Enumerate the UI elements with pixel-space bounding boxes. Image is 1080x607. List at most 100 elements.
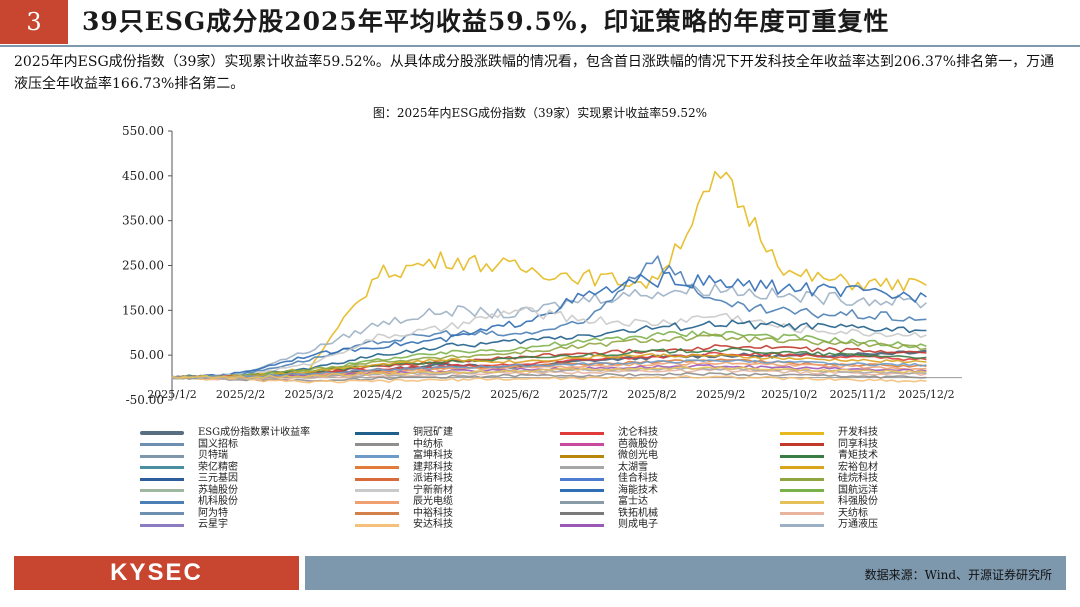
legend-label: 辰光电缆 (413, 496, 453, 507)
legend-label: 沈仑科技 (618, 427, 658, 438)
legend-item: 国航远洋 (780, 485, 878, 496)
legend-swatch (140, 443, 184, 446)
series-line (171, 366, 927, 380)
legend-swatch (780, 431, 824, 435)
x-tick-label: 2025/4/2 (353, 388, 402, 401)
legend-swatch (140, 512, 184, 515)
legend-item: 硅烷科技 (780, 474, 878, 484)
legend-label: 天纺标 (838, 507, 868, 519)
legend-label: 国义招标 (198, 438, 238, 450)
x-tick-label: 2025/10/2 (761, 388, 817, 401)
x-tick-label: 2025/5/2 (422, 388, 471, 401)
legend-swatch (140, 477, 184, 481)
legend-item: 富坤科技 (355, 451, 453, 461)
y-tick-label: 350.00 (122, 214, 164, 228)
header: 3 39只ESG成分股2025年平均收益59.5%，印证策略的年度可重复性 (0, 0, 1080, 44)
legend-swatch (560, 466, 604, 469)
legend-item: 宁新新材 (355, 484, 453, 496)
line-chart: 550.00 450.00 350.00 250.00 150.00 50.00 -50.0… (122, 124, 962, 407)
x-tick-label: 2025/1/2 (147, 388, 196, 401)
legend-label: 科强股份 (838, 496, 878, 507)
legend-swatch (140, 454, 184, 458)
legend-swatch (780, 512, 824, 515)
legend-item: 中纺标 (355, 438, 443, 450)
legend-swatch (560, 443, 604, 446)
y-tick-label: 50.00 (130, 348, 164, 362)
legend-item: 开发科技 (780, 428, 878, 438)
legend-item: 安达科技 (355, 520, 453, 530)
series-line (171, 271, 927, 380)
legend-swatch (560, 489, 604, 492)
series-line (171, 319, 927, 380)
description-text: 2025年内ESG成份指数（39家）实现累计收益率59.52%。从具体成分股涨跌… (14, 54, 1055, 92)
legend-label: 青矩技术 (838, 450, 878, 461)
legend-swatch (560, 500, 604, 504)
legend-label: 云星宇 (198, 519, 228, 530)
legend-item: 宏裕包材 (780, 462, 878, 473)
series-line (171, 255, 927, 379)
legend-swatch (355, 454, 399, 458)
legend-item: 科强股份 (780, 497, 878, 507)
legend-item: 天纺标 (780, 507, 868, 519)
legend-swatch (780, 500, 824, 504)
x-tick-label: 2025/8/2 (627, 388, 676, 401)
y-tick-label: 450.00 (122, 169, 164, 183)
legend-item: 中裕科技 (355, 507, 453, 519)
legend-label: 富士达 (618, 496, 648, 507)
legend-label: ESG成份指数累计收益率 (198, 427, 311, 438)
legend-swatch (355, 431, 399, 435)
legend-swatch (140, 523, 184, 527)
series-line (171, 306, 927, 380)
legend-label: 建邦科技 (413, 461, 453, 473)
legend-item: 辰光电缆 (355, 497, 453, 507)
legend-item: 荣亿精密 (140, 461, 238, 473)
legend-item: 机科股份 (140, 497, 238, 507)
x-tick-label: 2025/3/2 (284, 388, 333, 401)
legend-label: 铜冠矿建 (413, 427, 453, 438)
legend-swatch (355, 500, 399, 504)
y-tick-label: 250.00 (122, 259, 164, 273)
legend-label: 机科股份 (198, 496, 238, 507)
legend-swatch (560, 523, 604, 527)
legend-label: 荣亿精密 (198, 461, 238, 473)
legend-label: 中裕科技 (413, 507, 453, 519)
legend-swatch (140, 489, 184, 492)
legend-swatch (355, 477, 399, 481)
legend-swatch (140, 500, 184, 504)
x-tick-label: 2025/2/2 (216, 388, 265, 401)
legend-item: 派诺科技 (355, 474, 453, 484)
legend-swatch (140, 466, 184, 469)
series-line (172, 359, 927, 380)
legend-item: 沈仑科技 (560, 428, 658, 438)
legend-label: 宁新新材 (413, 484, 453, 496)
legend-item: 佳合科技 (560, 474, 658, 484)
legend-item: 建邦科技 (355, 461, 453, 473)
legend-item: 太湖雪 (560, 462, 648, 473)
page-title: 39只ESG成分股2025年平均收益59.5%，印证策略的年度可重复性 (82, 7, 890, 36)
legend-label: 派诺科技 (413, 473, 453, 484)
section-number-badge: 3 (0, 0, 68, 44)
legend-swatch (560, 454, 604, 458)
x-tick-label: 2025/12/2 (898, 388, 954, 401)
series-line (171, 170, 927, 380)
legend-label: 铁拓机械 (618, 507, 658, 519)
legend-item: 万通液压 (780, 520, 878, 530)
series-line (171, 333, 927, 379)
legend-label: 佳合科技 (618, 473, 658, 484)
legend-item: 海能技术 (560, 484, 658, 496)
legend-swatch (355, 466, 399, 469)
y-tick-label: 550.00 (122, 124, 164, 138)
legend-label: 阿为特 (198, 507, 228, 519)
legend-label: 海能技术 (618, 484, 658, 496)
x-tick-label: 2025/11/2 (830, 388, 886, 401)
legend-item: 铜冠矿建 (355, 428, 453, 438)
legend-swatch (355, 489, 399, 492)
legend-label: 万通液压 (838, 519, 878, 530)
legend-label: 芭薇股份 (618, 438, 658, 450)
legend-item: 贝特瑞 (140, 451, 228, 461)
legend-item: 阿为特 (140, 507, 228, 519)
legend-swatch (355, 512, 399, 515)
legend-label: 同享科技 (838, 438, 878, 450)
legend-label: 中纺标 (413, 438, 443, 450)
legend-swatch (780, 523, 824, 527)
